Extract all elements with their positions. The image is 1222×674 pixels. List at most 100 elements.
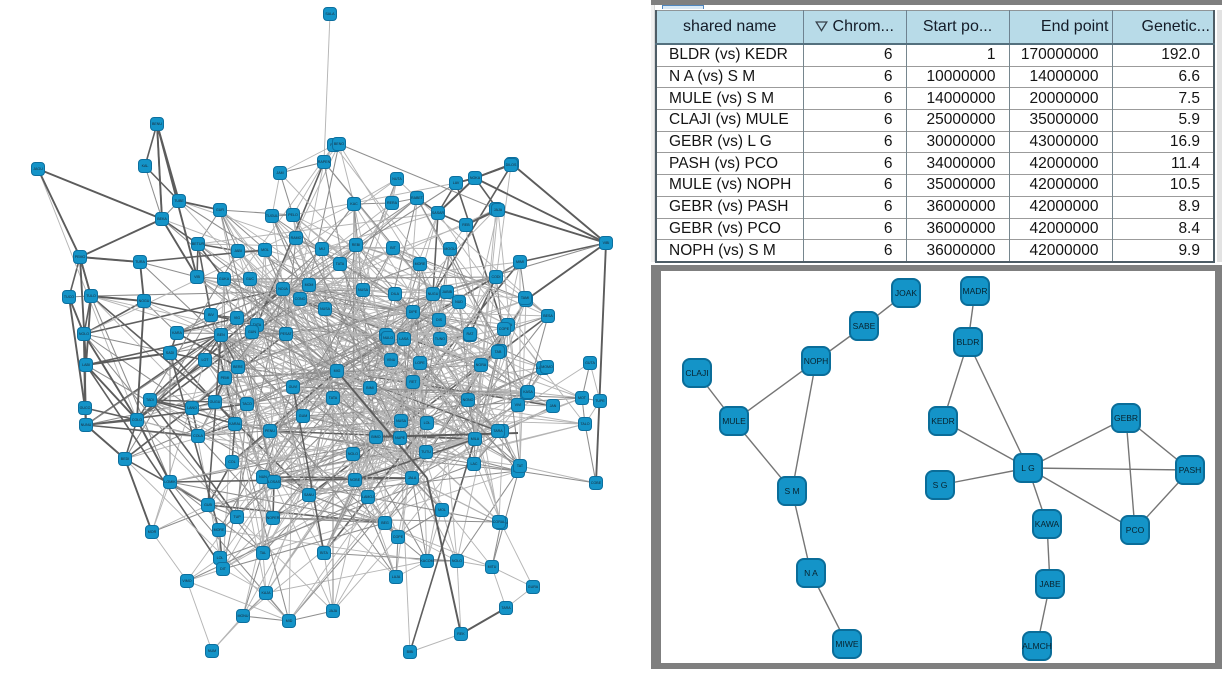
svg-text:LOL: LOL (217, 556, 224, 560)
svg-text:JAM: JAM (276, 171, 283, 175)
svg-text:NUSA: NUSA (358, 288, 369, 292)
svg-text:GUN: GUN (248, 330, 256, 334)
svg-text:KAJA: KAJA (262, 591, 272, 595)
svg-text:NUN: NUN (259, 475, 267, 479)
svg-text:MOM: MOM (305, 283, 314, 287)
svg-text:TUPE: TUPE (595, 399, 605, 403)
svg-text:MILA: MILA (471, 437, 480, 441)
svg-text:SADI: SADI (166, 351, 174, 355)
svg-text:RERA: RERA (387, 201, 398, 205)
svg-text:RAMO: RAMO (291, 236, 302, 240)
svg-text:CORAL: CORAL (493, 520, 505, 524)
svg-text:NORA: NORA (476, 363, 487, 367)
svg-text:LOSAS: LOSAS (268, 480, 281, 484)
svg-text:GUB: GUB (204, 503, 212, 507)
svg-text:NOLO: NOLO (79, 332, 89, 336)
svg-text:LAJA: LAJA (392, 575, 401, 579)
svg-text:JOAK: JOAK (895, 288, 918, 298)
svg-text:PCO: PCO (1126, 525, 1145, 535)
svg-text:TARA: TARA (493, 429, 503, 433)
svg-text:SALA: SALA (325, 12, 335, 16)
svg-text:NUNU: NUNU (81, 423, 92, 427)
svg-text:MIJ: MIJ (319, 247, 325, 251)
svg-text:JAJA: JAJA (329, 609, 338, 613)
svg-text:BESA: BESA (543, 314, 553, 318)
svg-text:PENU: PENU (265, 429, 275, 433)
svg-text:BERE: BERE (233, 365, 243, 369)
svg-text:TALO: TALO (580, 422, 589, 426)
svg-text:SASAR: SASAR (432, 211, 445, 215)
svg-text:MOMO: MOMO (541, 365, 553, 369)
svg-text:S G: S G (933, 480, 948, 490)
svg-text:NUGU: NUGU (428, 292, 439, 296)
svg-text:NONO: NONO (463, 398, 474, 402)
svg-text:NOJA: NOJA (278, 287, 288, 291)
svg-text:BIT: BIT (390, 246, 396, 250)
svg-text:JAJA: JAJA (494, 208, 503, 212)
svg-text:GURA: GURA (528, 585, 539, 589)
svg-text:COPE: COPE (499, 327, 510, 331)
svg-text:TATA: TATA (329, 396, 338, 400)
svg-text:DIT: DIT (220, 567, 227, 571)
svg-text:COLO: COLO (132, 418, 142, 422)
svg-text:MOL: MOL (261, 248, 269, 252)
svg-text:LABI: LABI (82, 363, 90, 367)
svg-text:TUNO: TUNO (435, 337, 445, 341)
svg-text:SABE: SABE (853, 321, 876, 331)
svg-text:TAB: TAB (495, 350, 502, 354)
svg-text:PESAT: PESAT (280, 332, 292, 336)
svg-text:VIVI: VIVI (515, 403, 522, 407)
svg-text:NOLO: NOLO (452, 559, 462, 563)
svg-text:TAL: TAL (260, 551, 266, 555)
svg-text:COBE: COBE (591, 481, 602, 485)
svg-text:VIB: VIB (194, 275, 200, 279)
svg-text:DIPE: DIPE (409, 310, 418, 314)
svg-text:SANU: SANU (304, 493, 314, 497)
svg-text:NUM: NUM (208, 649, 216, 653)
svg-text:VIBI: VIBI (603, 241, 610, 245)
svg-text:BEDI: BEDI (121, 457, 129, 461)
svg-text:TULO: TULO (86, 294, 96, 298)
svg-text:NOLO: NOLO (348, 452, 358, 456)
svg-text:BIBI: BIBI (407, 650, 414, 654)
svg-text:PELO: PELO (288, 213, 298, 217)
svg-text:S M: S M (784, 486, 799, 496)
svg-text:NOPH: NOPH (804, 356, 829, 366)
svg-text:BETUR: BETUR (192, 242, 205, 246)
svg-text:TUP: TUP (233, 515, 241, 519)
svg-text:GUVI: GUVI (289, 385, 298, 389)
svg-text:MULE: MULE (722, 416, 746, 426)
svg-text:NOKA: NOKA (470, 176, 481, 180)
svg-text:TUGUL: TUGUL (266, 214, 278, 218)
svg-text:GUC: GUC (246, 277, 254, 281)
svg-text:GUM: GUM (299, 414, 307, 418)
svg-text:LAV: LAV (453, 181, 460, 185)
svg-text:TACO: TACO (242, 402, 252, 406)
svg-text:TUTU: TUTU (421, 450, 431, 454)
svg-text:KAC: KAC (350, 202, 358, 206)
svg-text:PEMI: PEMI (221, 376, 230, 380)
svg-text:KARA: KARA (172, 331, 182, 335)
svg-text:MOT: MOT (578, 396, 587, 400)
svg-text:GUTA: GUTA (585, 361, 595, 365)
svg-text:DIS: DIS (436, 318, 443, 322)
svg-text:TATA: TATA (253, 323, 262, 327)
svg-text:MORE: MORE (415, 262, 426, 266)
svg-text:BENU: BENU (152, 122, 162, 126)
svg-text:JABE: JABE (1039, 579, 1061, 589)
svg-text:L G: L G (1021, 463, 1034, 473)
svg-text:JAN: JAN (550, 404, 557, 408)
svg-text:MADR: MADR (962, 286, 987, 296)
svg-text:MID: MID (286, 619, 293, 623)
svg-text:RABET: RABET (411, 196, 424, 200)
svg-text:KEDR: KEDR (931, 416, 955, 426)
svg-text:REK: REK (457, 632, 465, 636)
svg-text:MOR: MOR (148, 530, 157, 534)
svg-text:BIV: BIV (208, 313, 214, 317)
svg-text:KAWA: KAWA (1035, 519, 1060, 529)
svg-text:N A: N A (804, 568, 818, 578)
svg-text:REB: REB (462, 223, 470, 227)
svg-text:NUPE: NUPE (395, 436, 406, 440)
svg-text:LAC: LAC (471, 462, 478, 466)
svg-text:TAT: TAT (517, 464, 524, 468)
